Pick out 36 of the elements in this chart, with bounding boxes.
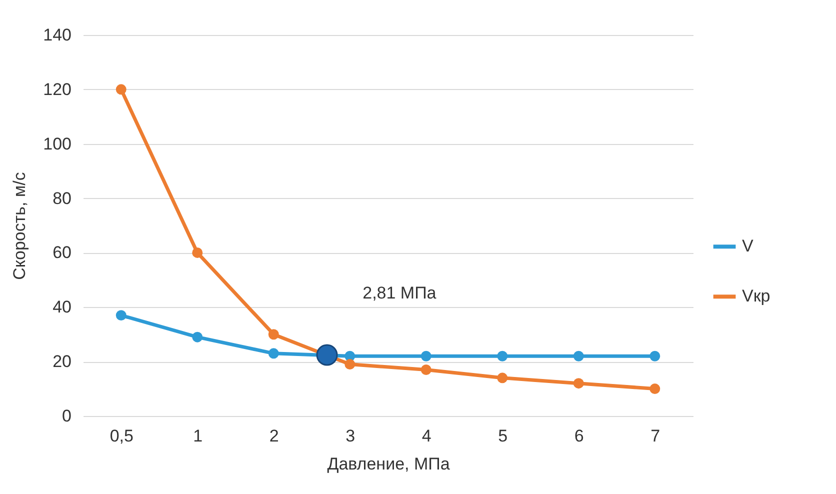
y-tick-label: 40 [52,298,72,317]
point [116,84,126,95]
point [497,372,508,384]
point [192,247,203,258]
point [192,332,203,342]
point [268,348,279,359]
y-tick-label: 60 [52,243,72,262]
point [116,310,126,321]
x-tick-label: 6 [574,426,584,446]
y-tick-label: 0 [62,406,72,426]
point [650,350,660,362]
x-axis-title: Давление, МПа [327,454,450,474]
x-tick-label: 0,5 [110,426,134,446]
legend-label: V [742,236,754,256]
annotation: 2,81 МПа [362,283,437,302]
point [420,364,432,375]
x-tick-label: 7 [650,426,660,446]
x-tick-label: 1 [193,426,203,446]
point [344,359,356,370]
y-tick-label: 100 [43,134,72,154]
y-tick-label: 20 [52,352,72,372]
y-tick-label: 140 [43,26,72,44]
point [573,350,584,362]
legend-label: Vкр [742,286,770,306]
y-tick-label: 80 [52,188,72,208]
y-axis-title: Скорость, м/с [10,172,30,280]
y-tick-label: 120 [43,80,72,99]
x-tick-label: 5 [498,426,508,446]
x-tick-label: 4 [422,426,432,446]
point [268,329,279,340]
point [573,378,584,389]
point [650,384,660,394]
x-tick-label: 2 [269,426,279,446]
x-tick-label: 3 [346,426,356,446]
point [420,350,432,362]
point [497,350,508,362]
